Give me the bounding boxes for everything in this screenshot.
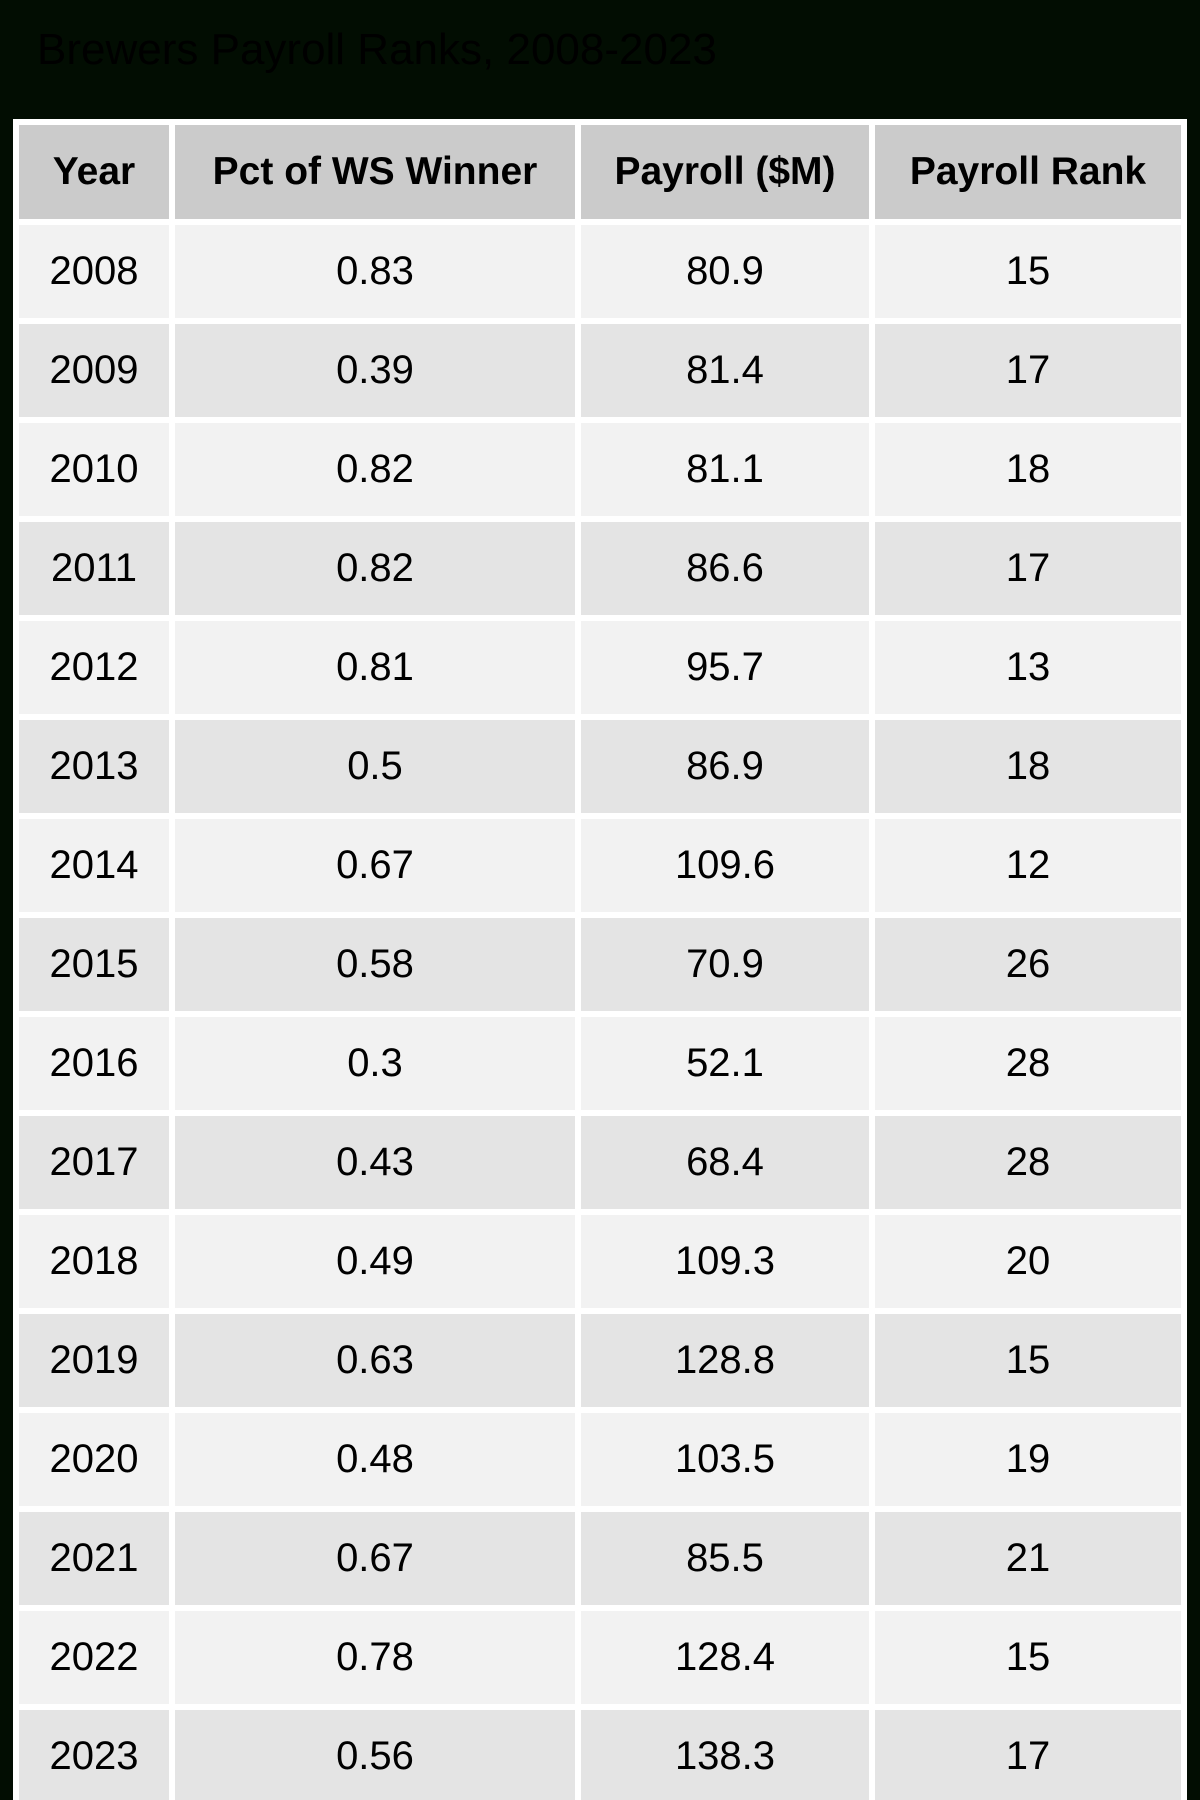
payroll-rank-cell: 21: [875, 1512, 1181, 1605]
year-cell: 2012: [19, 621, 169, 714]
table-row: 2013 0.5 86.9 18: [19, 720, 1181, 813]
pct-ws-winner-cell: 0.63: [175, 1314, 575, 1407]
column-header-pct-of-ws-winner: Pct of WS Winner: [175, 125, 575, 219]
year-cell: 2008: [19, 225, 169, 318]
table-header-row: Year Pct of WS Winner Payroll ($M) Payro…: [19, 125, 1181, 219]
pct-ws-winner-cell: 0.58: [175, 918, 575, 1011]
payroll-cell: 85.5: [581, 1512, 869, 1605]
payroll-rank-cell: 15: [875, 1314, 1181, 1407]
pct-ws-winner-cell: 0.39: [175, 324, 575, 417]
payroll-cell: 70.9: [581, 918, 869, 1011]
table-row: 2017 0.43 68.4 28: [19, 1116, 1181, 1209]
column-header-payroll: Payroll ($M): [581, 125, 869, 219]
year-cell: 2017: [19, 1116, 169, 1209]
pct-ws-winner-cell: 0.3: [175, 1017, 575, 1110]
payroll-cell: 68.4: [581, 1116, 869, 1209]
table-row: 2014 0.67 109.6 12: [19, 819, 1181, 912]
table-row: 2021 0.67 85.5 21: [19, 1512, 1181, 1605]
payroll-cell: 80.9: [581, 225, 869, 318]
payroll-cell: 103.5: [581, 1413, 869, 1506]
year-cell: 2018: [19, 1215, 169, 1308]
payroll-rank-cell: 18: [875, 720, 1181, 813]
payroll-cell: 86.6: [581, 522, 869, 615]
table-row: 2015 0.58 70.9 26: [19, 918, 1181, 1011]
page-title: Brewers Payroll Ranks, 2008-2023: [37, 25, 717, 74]
year-cell: 2023: [19, 1710, 169, 1800]
pct-ws-winner-cell: 0.48: [175, 1413, 575, 1506]
table-row: 2018 0.49 109.3 20: [19, 1215, 1181, 1308]
table-row: 2023 0.56 138.3 17: [19, 1710, 1181, 1800]
pct-ws-winner-cell: 0.43: [175, 1116, 575, 1209]
payroll-rank-cell: 28: [875, 1116, 1181, 1209]
year-cell: 2016: [19, 1017, 169, 1110]
year-cell: 2010: [19, 423, 169, 516]
payroll-cell: 109.3: [581, 1215, 869, 1308]
pct-ws-winner-cell: 0.78: [175, 1611, 575, 1704]
year-cell: 2022: [19, 1611, 169, 1704]
pct-ws-winner-cell: 0.83: [175, 225, 575, 318]
pct-ws-winner-cell: 0.82: [175, 522, 575, 615]
year-cell: 2019: [19, 1314, 169, 1407]
table-body: 2008 0.83 80.9 15 2009 0.39 81.4 17 2010 0.82 81.1…: [19, 225, 1181, 1800]
payroll-cell: 81.4: [581, 324, 869, 417]
table-row: 2011 0.82 86.6 17: [19, 522, 1181, 615]
pct-ws-winner-cell: 0.82: [175, 423, 575, 516]
pct-ws-winner-cell: 0.5: [175, 720, 575, 813]
payroll-table: Year Pct of WS Winner Payroll ($M) Payro…: [13, 119, 1187, 1800]
payroll-rank-cell: 15: [875, 1611, 1181, 1704]
payroll-cell: 81.1: [581, 423, 869, 516]
payroll-rank-cell: 12: [875, 819, 1181, 912]
pct-ws-winner-cell: 0.56: [175, 1710, 575, 1800]
table-row: 2009 0.39 81.4 17: [19, 324, 1181, 417]
pct-ws-winner-cell: 0.81: [175, 621, 575, 714]
payroll-rank-cell: 17: [875, 1710, 1181, 1800]
year-cell: 2014: [19, 819, 169, 912]
payroll-rank-cell: 13: [875, 621, 1181, 714]
year-cell: 2011: [19, 522, 169, 615]
pct-ws-winner-cell: 0.67: [175, 1512, 575, 1605]
table-row: 2019 0.63 128.8 15: [19, 1314, 1181, 1407]
payroll-rank-cell: 20: [875, 1215, 1181, 1308]
column-header-payroll-rank: Payroll Rank: [875, 125, 1181, 219]
payroll-cell: 128.4: [581, 1611, 869, 1704]
payroll-rank-cell: 18: [875, 423, 1181, 516]
table-row: 2016 0.3 52.1 28: [19, 1017, 1181, 1110]
year-cell: 2009: [19, 324, 169, 417]
year-cell: 2013: [19, 720, 169, 813]
payroll-rank-cell: 17: [875, 324, 1181, 417]
table-row: 2022 0.78 128.4 15: [19, 1611, 1181, 1704]
table-row: 2008 0.83 80.9 15: [19, 225, 1181, 318]
payroll-rank-cell: 28: [875, 1017, 1181, 1110]
payroll-rank-cell: 26: [875, 918, 1181, 1011]
payroll-cell: 86.9: [581, 720, 869, 813]
column-header-year: Year: [19, 125, 169, 219]
payroll-cell: 95.7: [581, 621, 869, 714]
payroll-rank-cell: 15: [875, 225, 1181, 318]
payroll-cell: 128.8: [581, 1314, 869, 1407]
year-cell: 2020: [19, 1413, 169, 1506]
payroll-rank-cell: 19: [875, 1413, 1181, 1506]
table-row: 2012 0.81 95.7 13: [19, 621, 1181, 714]
payroll-rank-cell: 17: [875, 522, 1181, 615]
table-row: 2010 0.82 81.1 18: [19, 423, 1181, 516]
year-cell: 2021: [19, 1512, 169, 1605]
payroll-cell: 52.1: [581, 1017, 869, 1110]
year-cell: 2015: [19, 918, 169, 1011]
pct-ws-winner-cell: 0.67: [175, 819, 575, 912]
pct-ws-winner-cell: 0.49: [175, 1215, 575, 1308]
payroll-cell: 138.3: [581, 1710, 869, 1800]
table-row: 2020 0.48 103.5 19: [19, 1413, 1181, 1506]
payroll-cell: 109.6: [581, 819, 869, 912]
